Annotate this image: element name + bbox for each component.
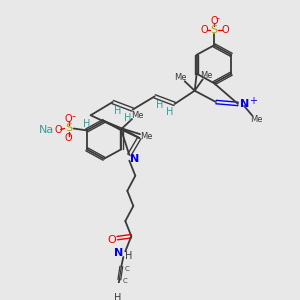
Text: H: H <box>114 292 121 300</box>
Text: H: H <box>124 113 131 123</box>
Text: N: N <box>114 248 123 258</box>
Text: C: C <box>125 266 130 272</box>
Text: H: H <box>156 100 164 110</box>
Text: Me: Me <box>174 73 187 82</box>
Text: S: S <box>210 25 218 35</box>
Text: O: O <box>200 25 208 35</box>
Text: H: H <box>83 119 90 129</box>
Text: O: O <box>65 114 73 124</box>
Text: Me: Me <box>250 115 262 124</box>
Text: N: N <box>130 154 139 164</box>
Text: N: N <box>240 99 250 109</box>
Text: +: + <box>249 96 257 106</box>
Text: -: - <box>215 13 219 23</box>
Text: H: H <box>114 106 122 116</box>
Text: H: H <box>166 107 173 117</box>
Text: -: - <box>72 111 76 121</box>
Text: Me: Me <box>200 71 213 80</box>
Text: H: H <box>124 251 132 261</box>
Text: O: O <box>65 133 73 143</box>
Text: Na: Na <box>39 125 54 135</box>
Text: O: O <box>107 235 116 245</box>
Text: Me: Me <box>131 111 143 120</box>
Text: C: C <box>123 278 128 284</box>
Text: O: O <box>55 125 62 135</box>
Text: O: O <box>210 16 218 26</box>
Text: Me: Me <box>140 132 152 141</box>
Text: O: O <box>221 25 229 35</box>
Text: S: S <box>65 124 72 134</box>
